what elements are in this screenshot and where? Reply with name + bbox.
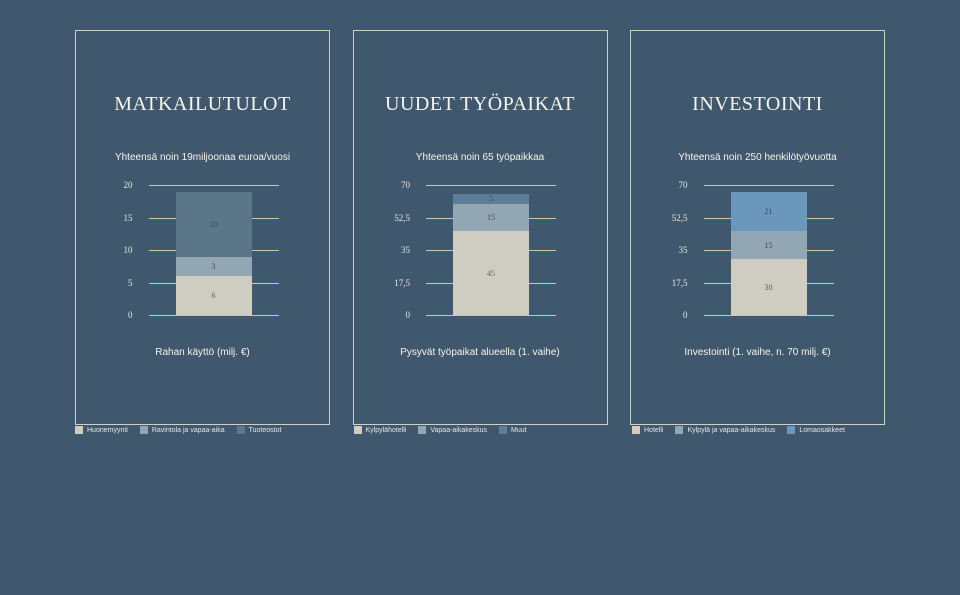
bar-segment: 15 [731,231,807,259]
gridline [149,315,279,316]
legend-swatch [787,426,795,434]
legend-row: Huonemyynti Ravintola ja vapaa-aika Tuoteo… [75,420,328,440]
bar-segment-value: 6 [212,291,216,300]
bar-segment: 5 [453,194,529,203]
legend-label: Kylpylähotelli [366,427,407,434]
legend-swatch [75,426,83,434]
y-tick: 52,5 [380,213,410,223]
legend-swatch [140,426,148,434]
columns-container: MATKAILUTULOT Yhteensä noin 19miljoonaa e… [75,30,885,425]
column-1: UUDET TYÖPAIKAT Yhteensä noin 65 työpaikk… [353,30,608,425]
column-subtitle: Yhteensä noin 65 työpaikkaa [416,152,544,163]
legend-swatch [237,426,245,434]
y-tick: 35 [658,245,688,255]
legend-item: Kylpylä ja vapaa-aikakeskus [675,426,775,434]
y-tick: 35 [380,245,410,255]
chart: 7052,53517,5045155 [380,185,580,335]
bar-segment-value: 10 [210,220,218,229]
legend-item: Kylpylähotelli [354,426,407,434]
legend-item: Hotelli [632,426,663,434]
chart-xlabel: Investointi (1. vaihe, n. 70 milj. €) [684,347,830,358]
column-subtitle: Yhteensä noin 19miljoonaa euroa/vuosi [115,152,290,163]
bar-segment-value: 15 [765,241,773,250]
legend-item: Lomaosakkeet [787,426,845,434]
bar-segment-value: 21 [765,207,773,216]
bar-segment-value: 15 [487,213,495,222]
y-tick: 17,5 [658,278,688,288]
y-tick: 0 [658,310,688,320]
legend-swatch [632,426,640,434]
legend-row: Hotelli Kylpylä ja vapaa-aikakeskus Lomaos… [632,420,885,440]
legend-item: Vapaa-aikakeskus [418,426,487,434]
bar-segment-value: 3 [212,262,216,271]
legend-label: Muut [511,427,527,434]
bar-segment: 10 [176,192,252,257]
bar-segment: 3 [176,257,252,277]
legend-label: Huonemyynti [87,427,128,434]
column-2: INVESTOINTI Yhteensä noin 250 henkilötyöv… [630,30,885,425]
legend-label: Lomaosakkeet [799,427,845,434]
chart-xlabel: Rahan käyttö (milj. €) [155,347,249,358]
column-subtitle: Yhteensä noin 250 henkilötyövuotta [678,152,836,163]
bar-stack: 30 15 21 [731,192,807,315]
column-title: MATKAILUTULOT [114,93,290,116]
y-tick: 5 [103,278,133,288]
gridline [426,185,556,186]
y-tick: 70 [658,180,688,190]
legend-item: Huonemyynti [75,426,128,434]
gridline [426,315,556,316]
bar-segment-value: 5 [489,194,493,203]
page-background: MATKAILUTULOT Yhteensä noin 19miljoonaa e… [0,0,960,595]
chart-xlabel: Pysyvät työpaikat alueella (1. vaihe) [400,347,560,358]
chart: 201510506310 [103,185,303,335]
legend-swatch [675,426,683,434]
y-tick: 15 [103,213,133,223]
bar-segment-value: 30 [765,283,773,292]
y-tick: 52,5 [658,213,688,223]
bar-stack: 45 15 5 [453,194,529,315]
legends-container: Huonemyynti Ravintola ja vapaa-aika Tuoteo… [75,420,885,440]
bar-segment: 21 [731,192,807,231]
gridline [704,185,834,186]
gridline [149,185,279,186]
legend-label: Vapaa-aikakeskus [430,427,487,434]
bar-segment: 6 [176,276,252,315]
column-title: UUDET TYÖPAIKAT [385,93,575,116]
legend-item: Ravintola ja vapaa-aika [140,426,225,434]
y-tick: 0 [103,310,133,320]
bar-segment: 45 [453,231,529,315]
legend-label: Hotelli [644,427,663,434]
y-tick: 70 [380,180,410,190]
legend-swatch [418,426,426,434]
legend-label: Tuoteostot [249,427,282,434]
y-tick: 0 [380,310,410,320]
bar-segment: 30 [731,259,807,315]
y-tick: 10 [103,245,133,255]
y-tick: 17,5 [380,278,410,288]
legend-swatch [354,426,362,434]
legend-label: Kylpylä ja vapaa-aikakeskus [687,427,775,434]
bar-segment-value: 45 [487,269,495,278]
legend-swatch [499,426,507,434]
y-tick: 20 [103,180,133,190]
gridline [704,315,834,316]
column-title: INVESTOINTI [692,93,823,116]
legend-label: Ravintola ja vapaa-aika [152,427,225,434]
legend-item: Muut [499,426,527,434]
legend-row: Kylpylähotelli Vapaa-aikakeskus Muut [354,420,607,440]
legend-item: Tuoteostot [237,426,282,434]
column-0: MATKAILUTULOT Yhteensä noin 19miljoonaa e… [75,30,330,425]
chart: 7052,53517,50301521 [658,185,858,335]
bar-stack: 6 3 10 [176,192,252,316]
bar-segment: 15 [453,204,529,232]
